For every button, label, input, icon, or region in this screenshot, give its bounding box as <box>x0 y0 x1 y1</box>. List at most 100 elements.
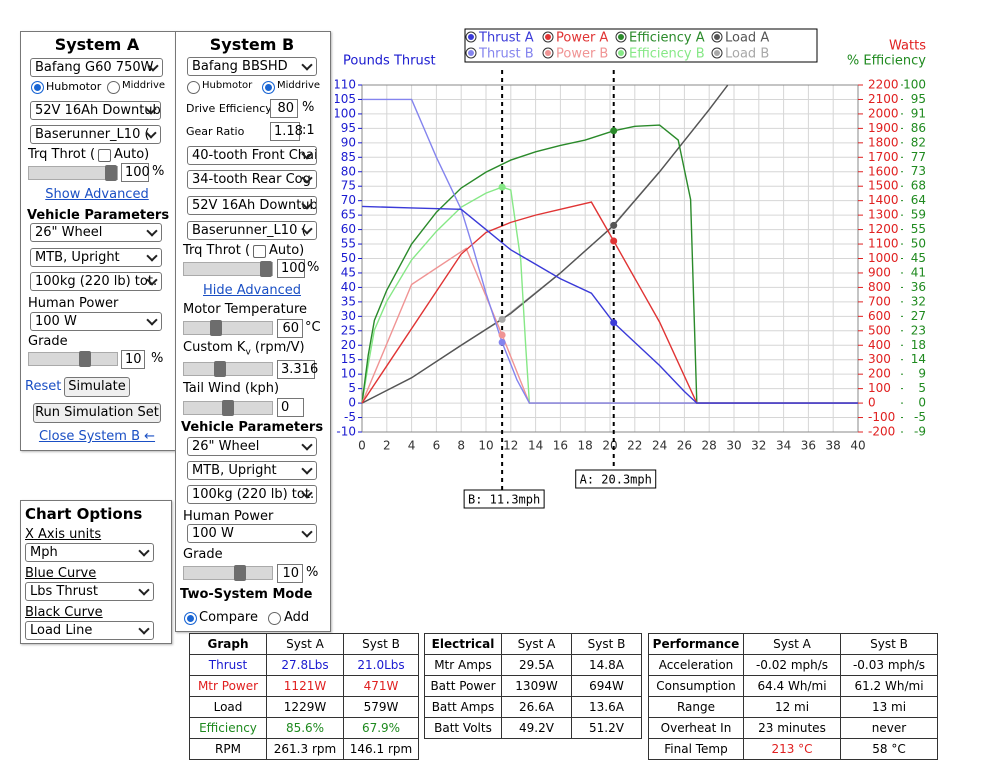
radio[interactable] <box>262 81 275 94</box>
wheel-select[interactable]: 26" Wheel <box>187 437 317 456</box>
button[interactable]: Run Simulation Set <box>33 403 161 423</box>
input[interactable]: 10 <box>277 564 303 583</box>
radio[interactable] <box>31 81 44 94</box>
frame-select[interactable]: MTB, Upright <box>30 248 162 267</box>
slider-thumb[interactable] <box>214 361 226 377</box>
black-curve-select[interactable]: Load Line <box>25 621 154 640</box>
legend-item[interactable]: Load B <box>711 47 769 62</box>
series-line <box>361 186 858 404</box>
link[interactable]: Hide Advanced <box>203 283 301 298</box>
y-tick-label: -5 <box>344 410 356 424</box>
mass-select[interactable]: 100kg (220 lb) tot. <box>30 272 162 291</box>
motor-select[interactable]: Bafang BBSHD <box>187 57 317 76</box>
y-tick-label: 35 <box>341 294 356 308</box>
human-select[interactable]: 100 W <box>30 312 162 331</box>
link[interactable]: Reset <box>25 379 62 394</box>
slider-thumb[interactable] <box>234 565 246 581</box>
y2-tick-label: 1800 <box>868 135 899 149</box>
slider-thumb[interactable] <box>79 351 91 367</box>
slider[interactable] <box>183 565 273 581</box>
table-cell: Range <box>648 696 744 718</box>
y3-tick-label: 27 <box>911 309 926 323</box>
legend-item[interactable]: Efficiency B <box>615 47 705 62</box>
unit: % <box>151 351 164 366</box>
legend-swatch <box>618 34 624 40</box>
section-title: Vehicle Parameters <box>181 420 324 435</box>
frame-select[interactable]: MTB, Upright <box>187 461 317 480</box>
input[interactable]: 1.18 <box>270 122 303 141</box>
y2-tick-label: 1200 <box>868 222 899 236</box>
table-cell: 23 minutes <box>743 717 841 739</box>
front-select[interactable]: 40-tooth Front Chainring <box>187 146 317 165</box>
table-cell: Syst A <box>501 633 572 655</box>
y-tick-label: 100 <box>335 106 356 120</box>
table-cell: 12 mi <box>743 696 841 718</box>
y-tick-label: 105 <box>335 92 356 106</box>
motor-select[interactable]: Bafang G60 750W <box>30 58 163 77</box>
battery-select[interactable]: 52V 16Ah Downtube <box>187 196 317 215</box>
checkbox[interactable] <box>98 149 111 162</box>
controller-select[interactable]: Baserunner_L10 ( <box>30 125 161 144</box>
blue-curve-select[interactable]: Lbs Thrust <box>25 582 154 601</box>
y3-tick-label: -9 <box>914 425 926 439</box>
slider-thumb[interactable] <box>105 165 117 181</box>
table-row: Batt Amps 26.6A 13.6A <box>424 696 642 718</box>
legend-item[interactable]: Load A <box>711 31 769 46</box>
slider-thumb[interactable] <box>260 261 272 277</box>
input[interactable]: 3.316 <box>277 360 318 379</box>
radio[interactable] <box>107 81 120 94</box>
radio[interactable] <box>187 81 200 94</box>
input[interactable]: 10 <box>121 350 145 369</box>
y2-tick-label: 200 <box>868 367 891 381</box>
slider[interactable] <box>28 165 118 181</box>
input[interactable]: 60 <box>277 319 303 338</box>
legend-label: Load B <box>725 47 769 62</box>
controller-select[interactable]: Baserunner_L10 ( <box>187 221 317 240</box>
slider[interactable] <box>183 400 273 416</box>
input[interactable]: 100 <box>277 259 306 278</box>
mass-select[interactable]: 100kg (220 lb) tot. <box>187 485 317 504</box>
label: Custom Kv (rpm/V) <box>183 340 305 358</box>
rear-select[interactable]: 34-tooth Rear Cog <box>187 170 317 189</box>
legend-item[interactable]: Power B <box>542 47 608 62</box>
input[interactable]: 100 <box>121 163 150 182</box>
wheel-select[interactable]: 26" Wheel <box>30 223 162 242</box>
slider[interactable] <box>183 261 273 277</box>
y-tick-label: 30 <box>341 309 356 323</box>
battery-select[interactable]: 52V 16Ah Downtube <box>30 101 161 120</box>
radio[interactable] <box>184 612 197 625</box>
slider-thumb[interactable] <box>210 320 222 336</box>
table-cell: 1309W <box>501 675 572 697</box>
button[interactable]: Simulate <box>64 377 130 397</box>
x-units-select[interactable]: Mph <box>25 543 154 562</box>
radio[interactable] <box>268 612 281 625</box>
chart: Pounds Thrust Watts % Efficiency 0 2 4 6 8 10… <box>335 28 926 509</box>
table-cell: 579W <box>343 696 419 718</box>
human-select[interactable]: 100 W <box>187 524 317 543</box>
y2-tick-label: 2000 <box>868 106 899 120</box>
slider[interactable] <box>28 351 118 367</box>
input[interactable]: 0 <box>277 398 304 417</box>
link[interactable]: Close System B ← <box>38 429 156 444</box>
input[interactable]: 80 <box>270 99 298 118</box>
x-tick-label: 36 <box>801 439 816 453</box>
legend-item[interactable]: Efficiency A <box>615 31 705 46</box>
legend-item[interactable]: Thrust A <box>465 31 534 46</box>
slider[interactable] <box>183 361 273 377</box>
radio-label: Compare <box>199 610 258 625</box>
slider-thumb[interactable] <box>222 400 234 416</box>
x-tick-label: 16 <box>553 439 568 453</box>
y3-tick-label: 68 <box>911 179 926 193</box>
y-tick-label: 110 <box>335 78 356 92</box>
legend-item[interactable]: Thrust B <box>465 47 534 62</box>
y3-tick-label: 77 <box>911 150 926 164</box>
link[interactable]: Show Advanced <box>45 187 149 202</box>
legend-item[interactable]: Power A <box>542 31 608 46</box>
select-text: MTB, Upright <box>192 463 277 478</box>
checkbox[interactable] <box>253 245 266 258</box>
slider[interactable] <box>183 320 273 336</box>
table-cell: 29.5A <box>501 654 572 676</box>
y3-tick-label: 9 <box>918 367 926 381</box>
table-cell: Acceleration <box>648 654 744 676</box>
marker-label: B: 11.3mph <box>468 493 540 507</box>
